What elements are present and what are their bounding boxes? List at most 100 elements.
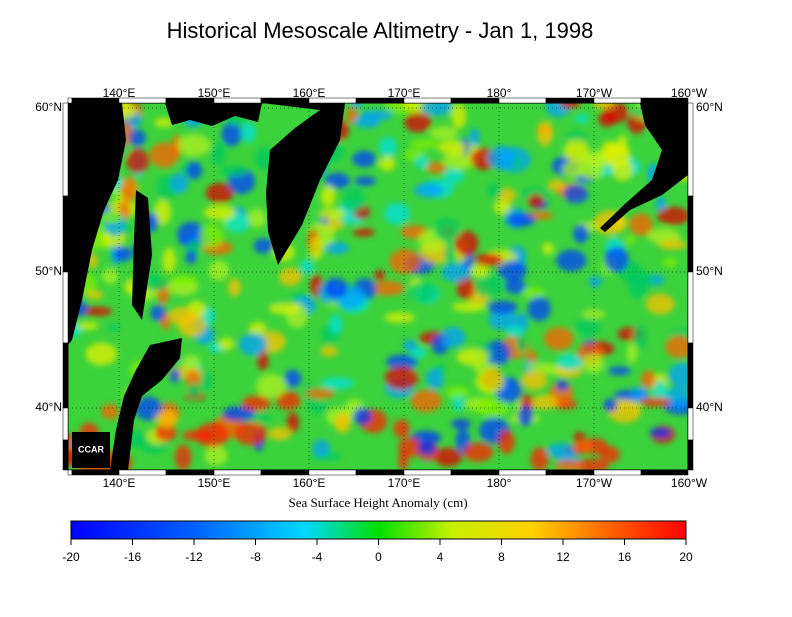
logo-text: CCAR <box>78 444 104 454</box>
anomaly-blob <box>312 439 331 458</box>
anomaly-blob <box>429 126 459 140</box>
border-segment <box>403 469 452 476</box>
anomaly-blob <box>170 274 197 286</box>
anomaly-blob <box>82 306 113 317</box>
anomaly-blob <box>410 139 440 149</box>
anomaly-blob <box>456 348 489 366</box>
lon-label-top: 140°E <box>103 86 136 100</box>
anomaly-blob <box>325 241 350 255</box>
border-segment <box>450 469 500 476</box>
anomaly-blob <box>227 278 241 297</box>
anomaly-blob <box>275 391 301 410</box>
anomaly-blob <box>433 217 461 242</box>
border-segment <box>62 342 69 409</box>
anomaly-blob <box>547 179 566 191</box>
anomaly-blob <box>120 176 138 202</box>
anomaly-blob <box>603 142 631 169</box>
anomaly-blob <box>384 312 416 323</box>
border-segment <box>355 469 405 476</box>
anomaly-blob <box>398 451 409 470</box>
anomaly-blob <box>257 348 269 371</box>
anomaly-blob <box>417 441 437 456</box>
anomaly-blob <box>107 323 121 332</box>
anomaly-blob <box>320 377 355 390</box>
anomaly-blob <box>497 188 517 203</box>
anomaly-blob <box>582 353 605 374</box>
anomaly-blob <box>393 419 410 438</box>
anomaly-blob <box>559 103 580 109</box>
anomaly-blob <box>384 202 411 225</box>
anomaly-blob <box>543 327 574 351</box>
anomaly-blob <box>633 324 647 351</box>
anomaly-blob <box>441 263 472 282</box>
anomaly-blob <box>451 103 467 129</box>
anomaly-blob <box>486 182 503 198</box>
anomaly-blob <box>487 300 518 314</box>
lat-label-left: 60°N <box>35 100 62 114</box>
border-segment <box>260 469 310 476</box>
anomaly-blob <box>456 276 475 300</box>
anomaly-blob <box>442 150 477 171</box>
anomaly-blob <box>384 366 419 390</box>
anomaly-blob <box>504 278 526 295</box>
anomaly-blob <box>581 309 606 319</box>
anomaly-blob <box>308 399 329 414</box>
anomaly-blob <box>588 276 602 288</box>
colorbar-tick-label: -12 <box>185 550 203 564</box>
anomaly-blob <box>353 228 375 237</box>
anomaly-blob <box>628 213 654 237</box>
anomaly-blob <box>248 321 267 336</box>
border-segment <box>62 195 69 273</box>
border-segment <box>165 469 215 476</box>
anomaly-blob <box>415 155 429 170</box>
land <box>68 103 688 470</box>
anomaly-blob <box>645 293 675 315</box>
sakhalin <box>132 190 152 320</box>
alaska <box>600 103 688 232</box>
anomaly-blob <box>154 423 177 442</box>
anomaly-blob <box>328 314 343 335</box>
anomaly-blob <box>155 410 179 428</box>
anomaly-blob <box>334 412 351 434</box>
anomaly-blob <box>354 176 377 186</box>
colorbar-tick-label: 8 <box>498 550 505 564</box>
colorbar-tick-label: 12 <box>556 550 570 564</box>
border-segment <box>687 102 694 197</box>
anomaly-blob <box>451 302 486 312</box>
anomaly-blob <box>574 114 590 123</box>
anomaly-blob <box>413 182 444 198</box>
lon-label-bottom: 170°W <box>576 476 613 490</box>
colorbar-tick-label: 0 <box>375 550 382 564</box>
anomaly-blob <box>537 120 554 147</box>
anomaly-blob <box>222 406 256 421</box>
lat-label-right: 40°N <box>696 400 723 414</box>
anomaly-blob <box>522 286 545 300</box>
border-segment <box>62 102 69 197</box>
anomaly-blob <box>378 136 398 157</box>
anomaly-blob <box>474 253 503 267</box>
anomaly-blob <box>134 396 163 421</box>
anomaly-blob <box>507 213 536 227</box>
border-segment <box>545 469 595 476</box>
anomaly-blob <box>168 307 196 325</box>
anomaly-blob <box>476 396 510 418</box>
anomaly-blob <box>234 421 268 446</box>
anomaly-blob <box>556 354 583 371</box>
anomaly-blob <box>626 342 638 364</box>
anomaly-blob <box>186 161 203 180</box>
colorbar-tick-label: -16 <box>124 550 142 564</box>
anomaly-blob <box>389 249 421 275</box>
colorbar-tick-label: 20 <box>679 550 693 564</box>
anomaly-blob <box>101 211 123 224</box>
anomaly-blob <box>177 134 211 157</box>
anomaly-blob <box>85 342 118 366</box>
colorbar-tick-label: 4 <box>437 550 444 564</box>
logo <box>72 432 110 468</box>
anomaly-blob <box>426 162 447 174</box>
anomaly-blob <box>657 206 688 226</box>
anomaly-blob <box>665 335 688 359</box>
anomaly-blob <box>255 373 287 398</box>
anomaly-blob <box>242 395 271 412</box>
border-segment <box>213 469 262 476</box>
